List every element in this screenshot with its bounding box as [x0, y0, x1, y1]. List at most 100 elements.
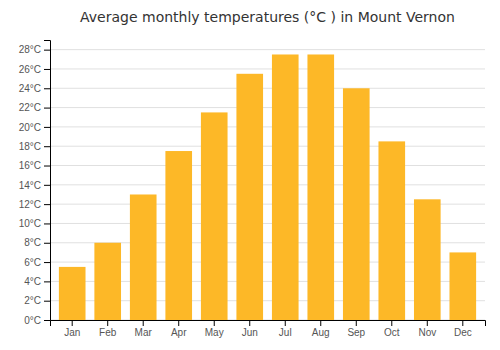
y-tick-mark	[44, 204, 50, 205]
y-tick: 14°C	[19, 180, 50, 191]
x-tick-mark	[320, 320, 321, 326]
y-tick-mark	[44, 127, 50, 128]
y-tick-mark	[44, 262, 50, 263]
y-tick: 6°C	[24, 257, 50, 268]
y-tick-label: 4°C	[24, 276, 41, 287]
x-tick-mark	[285, 320, 286, 326]
grid	[50, 50, 485, 320]
y-tick-mark	[44, 223, 50, 224]
y-tick-label: 14°C	[19, 180, 41, 191]
y-tick-mark	[44, 108, 50, 109]
y-tick-label: 0°C	[24, 315, 41, 326]
y-tick-label: 22°C	[19, 102, 41, 113]
x-tick-label: Jul	[279, 327, 292, 338]
x-tick: Jan	[64, 320, 80, 338]
x-tick-label: Jun	[242, 327, 258, 338]
x-tick-mark	[214, 320, 215, 326]
bar	[449, 252, 476, 320]
y-tick-label: 6°C	[24, 257, 41, 268]
x-tick-label: Aug	[312, 327, 330, 338]
bar	[130, 194, 157, 320]
bar	[307, 54, 334, 320]
y-tick-mark	[44, 69, 50, 70]
y-tick-mark	[44, 88, 50, 89]
y-tick-label: 10°C	[19, 218, 41, 229]
x-tick-label: Sep	[347, 327, 365, 338]
y-tick-mark	[44, 320, 50, 321]
y-tick-label: 26°C	[19, 64, 41, 75]
x-tick-mark	[143, 320, 144, 326]
bar	[378, 141, 405, 320]
y-tick-label: 20°C	[19, 122, 41, 133]
y-tick-mark	[44, 146, 50, 147]
x-tick: Oct	[384, 320, 400, 338]
x-tick-label: Nov	[418, 327, 436, 338]
grid-line	[50, 68, 485, 69]
x-tick: Jul	[279, 320, 292, 338]
chart: 0°C 2°C 4°C 6°C 8°C 10°C 12°C 14°C 16°C 18°C 20°C 2…	[0, 0, 500, 350]
y-tick: 28°C	[19, 44, 50, 55]
plot-area: 0°C 2°C 4°C 6°C 8°C 10°C 12°C 14°C 16°C 18°C 20°C 2…	[19, 41, 486, 339]
y-tick: 22°C	[19, 102, 50, 113]
grid-line	[50, 126, 485, 127]
grid-line	[50, 88, 485, 89]
y-tick-label: 28°C	[19, 44, 41, 55]
y-tick-label: 8°C	[24, 237, 41, 248]
x-tick: Apr	[171, 320, 187, 338]
y-tick: 8°C	[24, 237, 50, 248]
bars	[59, 54, 476, 320]
y-tick: 24°C	[19, 83, 50, 94]
x-tick-label: Apr	[171, 327, 187, 338]
y-tick-mark	[44, 50, 50, 51]
x-tick: Sep	[347, 320, 365, 338]
grid-line	[50, 107, 485, 108]
y-tick: 20°C	[19, 122, 50, 133]
bar	[272, 54, 299, 320]
bar	[201, 112, 228, 320]
x-tick: Dec	[454, 320, 472, 338]
x-tick-label: Oct	[384, 327, 400, 338]
x-tick-mark	[107, 320, 108, 326]
grid-line	[50, 184, 485, 185]
y-tick: 4°C	[24, 276, 50, 287]
x-tick: Aug	[312, 320, 330, 338]
x-tick-label: Dec	[454, 327, 472, 338]
y-tick-label: 18°C	[19, 141, 41, 152]
x-tick-mark	[356, 320, 357, 326]
bar	[165, 151, 192, 320]
x-tick-mark	[249, 320, 250, 326]
grid-line	[50, 146, 485, 147]
x-axis-line	[51, 321, 486, 327]
y-tick: 0°C	[24, 315, 50, 326]
y-tick-mark	[44, 166, 50, 167]
bar	[94, 243, 121, 320]
x-tick: Nov	[418, 320, 436, 338]
y-tick: 12°C	[19, 199, 50, 210]
bar	[343, 88, 370, 320]
x-tick-label: Feb	[99, 327, 117, 338]
y-tick-mark	[44, 185, 50, 186]
y-tick-mark	[44, 243, 50, 244]
x-tick: Feb	[99, 320, 117, 338]
grid-line	[50, 49, 485, 50]
y-tick-mark	[44, 301, 50, 302]
x-tick-mark	[178, 320, 179, 326]
x-axis: Jan Feb Mar Apr May Jun Jul Aug Sep Oct Nov Dec	[51, 320, 486, 338]
y-tick: 2°C	[24, 295, 50, 306]
y-tick-label: 16°C	[19, 160, 41, 171]
y-tick: 26°C	[19, 64, 50, 75]
y-tick-mark	[44, 281, 50, 282]
y-tick-label: 24°C	[19, 83, 41, 94]
x-tick-mark	[427, 320, 428, 326]
grid-line	[50, 165, 485, 166]
x-tick-label: May	[205, 327, 224, 338]
x-tick: Jun	[242, 320, 258, 338]
x-tick-mark	[391, 320, 392, 326]
y-tick: 10°C	[19, 218, 50, 229]
bar	[236, 74, 263, 320]
y-tick-label: 12°C	[19, 199, 41, 210]
x-tick: Mar	[135, 320, 153, 338]
title: Average monthly temperatures (°C ) in Mo…	[80, 9, 455, 25]
y-tick: 16°C	[19, 160, 50, 171]
bar	[414, 199, 441, 320]
